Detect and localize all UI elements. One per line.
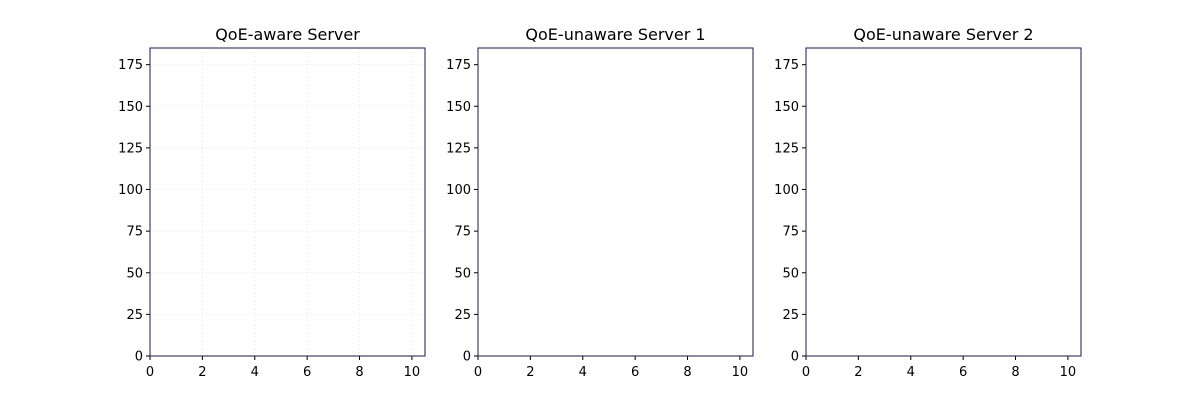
x-tick-label: 10 [404,365,421,380]
y-tick-label: 75 [454,225,471,240]
y-tick-label: 25 [782,308,799,323]
y-tick-label: 175 [446,58,471,73]
y-tick-label: 50 [782,266,799,281]
panel-title: QoE-unaware Server 1 [525,25,705,44]
plot-frame [805,47,1082,357]
plot-frame [149,47,426,357]
y-tick-label: 50 [454,266,471,281]
x-tick-label: 10 [1060,365,1077,380]
x-tick-label: 2 [526,365,534,380]
y-tick-label: 0 [135,350,143,365]
x-tick-label: 0 [802,365,810,380]
x-tick-label: 8 [683,365,691,380]
y-tick-label: 0 [791,350,799,365]
panel-title: QoE-aware Server [215,25,360,44]
y-tick-label: 50 [126,266,143,281]
x-tick-label: 4 [251,365,259,380]
panel-qoe-unaware-1: QoE-unaware Server 1 0 2 4 6 8 10025507510012… [446,25,754,380]
y-tick-label: 25 [126,308,143,323]
x-tick-label: 0 [474,365,482,380]
x-tick-label: 6 [303,365,311,380]
x-tick-label: 0 [146,365,154,380]
y-tick-label: 100 [446,183,471,198]
y-tick-label: 100 [774,183,799,198]
x-tick-label: 6 [959,365,967,380]
y-tick-label: 150 [446,100,471,115]
y-tick-label: 175 [774,58,799,73]
panel-title: QoE-unaware Server 2 [853,25,1033,44]
y-tick-label: 75 [126,225,143,240]
panel-qoe-unaware-2: QoE-unaware Server 2 0 2 4 6 8 10025507510012… [774,25,1082,380]
y-tick-label: 175 [118,58,143,73]
y-tick-label: 100 [118,183,143,198]
plot-frame [477,47,754,357]
y-tick-label: 125 [118,141,143,156]
x-tick-label: 6 [631,365,639,380]
y-tick-label: 150 [774,100,799,115]
x-tick-label: 8 [1011,365,1019,380]
x-tick-label: 4 [907,365,915,380]
y-tick-label: 0 [463,350,471,365]
y-tick-label: 150 [118,100,143,115]
x-tick-label: 2 [198,365,206,380]
y-tick-label: 25 [454,308,471,323]
y-tick-label: 125 [446,141,471,156]
panel-qoe-aware: QoE-aware Server 0 2 4 6 8 100255075100125150… [118,25,426,380]
x-tick-label: 10 [732,365,749,380]
y-tick-label: 75 [782,225,799,240]
x-tick-label: 4 [579,365,587,380]
x-tick-label: 2 [854,365,862,380]
y-tick-label: 125 [774,141,799,156]
x-tick-label: 8 [355,365,363,380]
